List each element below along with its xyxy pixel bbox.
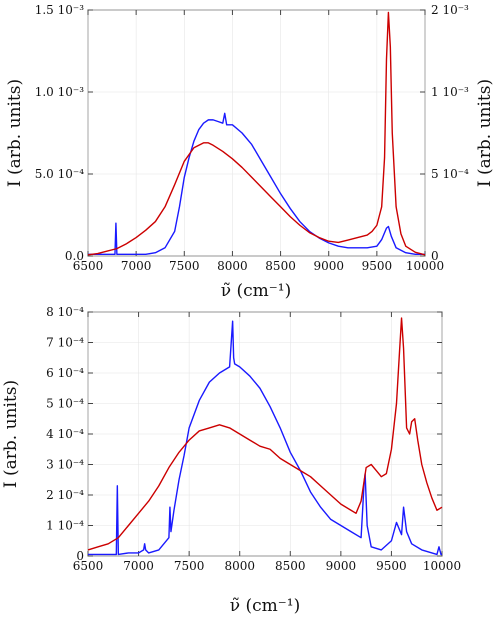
bottom-x-tick-label: 7000 — [123, 559, 154, 573]
top-x-tick-label: 8000 — [217, 259, 248, 273]
bottom-y-tick-label: 2 10⁻⁴ — [46, 488, 84, 502]
bottom-x-axis-label: ν̃ (cm⁻¹) — [230, 596, 300, 616]
bottom-y-tick-label: 3 10⁻⁴ — [46, 458, 84, 472]
top-y2-tick-label: 2 10⁻³ — [431, 3, 469, 17]
top-x-tick-label: 9000 — [313, 259, 344, 273]
top-y2-tick-label: 0 — [431, 249, 439, 263]
top-y-axis-label-left: I (arb. units) — [5, 79, 25, 187]
top-y-axis-label-right: I (arb. units) — [475, 79, 495, 187]
top-x-tick-label: 6500 — [73, 259, 104, 273]
top-series-line-red — [87, 11, 426, 256]
bottom-y-tick-label: 4 10⁻⁴ — [46, 427, 84, 441]
bottom-y-axis-label: I (arb. units) — [1, 380, 21, 488]
bottom-x-tick-label: 8500 — [275, 559, 306, 573]
bottom-y-tick-label: 6 10⁻⁴ — [46, 366, 84, 380]
top-y-tick-label: 5.0 10⁻⁴ — [35, 167, 85, 181]
top-series-line-blue — [88, 112, 425, 256]
top-x-tick-label: 7000 — [121, 259, 152, 273]
top-y2-tick-label: 5 10⁻⁴ — [431, 167, 469, 181]
top-x-tick-label: 7500 — [169, 259, 200, 273]
bottom-x-tick-label: 6500 — [73, 559, 104, 573]
top-plot-frame — [87, 9, 426, 257]
top-x-tick-label: 9500 — [362, 259, 393, 273]
top-y2-tick-label: 1 10⁻³ — [431, 85, 469, 99]
bottom-x-tick-label: 10000 — [423, 559, 461, 573]
top-x-tick-label: 10000 — [406, 259, 444, 273]
top-y-tick-label: 1.5 10⁻³ — [35, 3, 85, 17]
top-y-tick-label: 0.0 — [65, 249, 84, 263]
bottom-y-tick-label: 5 10⁻⁴ — [46, 397, 84, 411]
bottom-y-tick-label: 0 — [76, 549, 84, 563]
bottom-y-tick-label: 7 10⁻⁴ — [46, 336, 84, 350]
bottom-y-tick-label: 1 10⁻⁴ — [46, 519, 84, 533]
bottom-series-line-blue — [88, 320, 442, 556]
top-y-tick-label: 1.0 10⁻³ — [35, 85, 85, 99]
top-chart-panel: 6500 7000 7500 8000 8500 9000 9500 10000 0.0 5.0… — [5, 3, 495, 301]
bottom-x-tick-label: 8000 — [224, 559, 255, 573]
bottom-series-line-red — [87, 317, 443, 551]
top-x-tick-label: 8500 — [265, 259, 296, 273]
bottom-x-tick-label: 9500 — [376, 559, 407, 573]
top-x-axis-label: ν̃ (cm⁻¹) — [221, 281, 291, 301]
bottom-y-tick-label: 8 10⁻⁴ — [46, 305, 84, 319]
bottom-x-tick-label: 9000 — [326, 559, 357, 573]
bottom-chart-panel: 6500 7000 7500 8000 8500 9000 9500 10000 0 1 10⁻… — [1, 305, 461, 616]
bottom-x-tick-label: 7500 — [174, 559, 205, 573]
